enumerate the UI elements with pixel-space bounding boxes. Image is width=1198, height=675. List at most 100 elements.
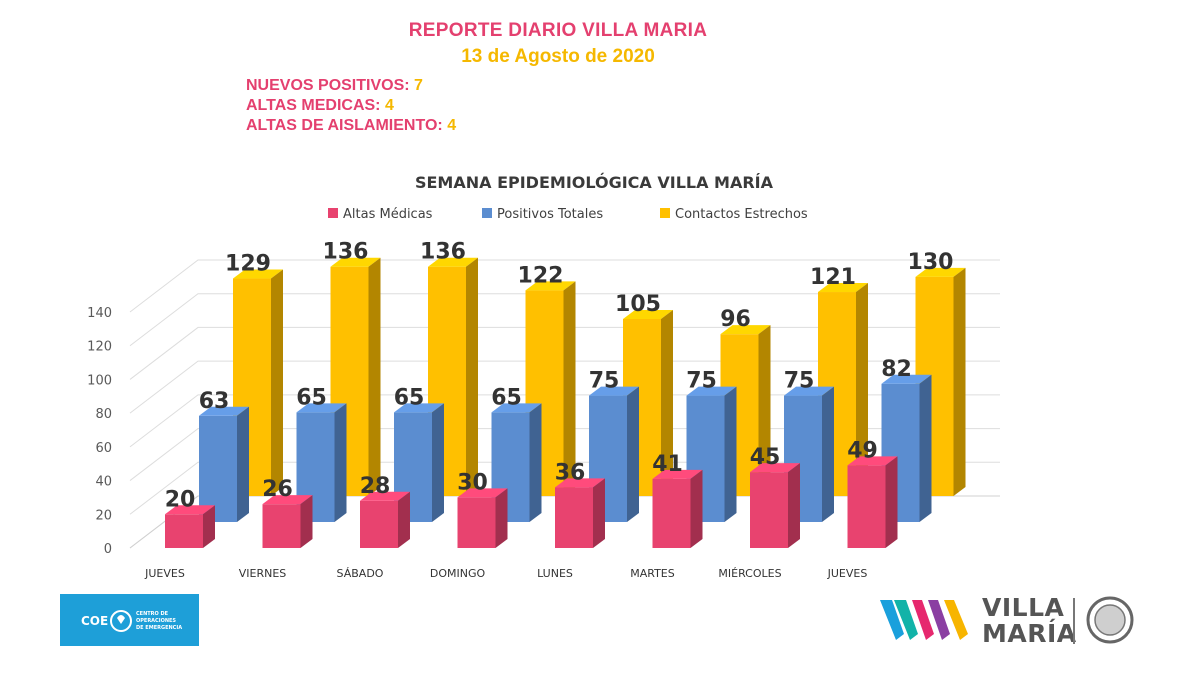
- bar-value-label: 82: [881, 357, 912, 382]
- gridline: [129, 259, 1000, 313]
- stat-altas-medicas: ALTAS MEDICAS: 4: [246, 96, 456, 116]
- x-tick-label: DOMINGO: [430, 567, 486, 580]
- bar-value-label: 30: [457, 470, 488, 495]
- coe-map-icon: [117, 615, 125, 624]
- bar-top: [915, 267, 966, 277]
- stat-label: NUEVOS POSITIVOS:: [246, 77, 410, 94]
- vm-stripe-icon: [928, 600, 950, 640]
- bar-top: [428, 257, 478, 267]
- bar-value-label: 45: [750, 445, 781, 470]
- bar-value-label: 20: [165, 487, 196, 512]
- bar-value-label: 65: [296, 385, 327, 410]
- bar-side: [495, 488, 508, 548]
- bar-value-label: 75: [686, 369, 717, 394]
- bar-side: [724, 386, 737, 522]
- bar-side: [529, 403, 542, 522]
- bar-value-label: 105: [615, 292, 661, 317]
- bar-side: [334, 403, 347, 522]
- bar-front: [750, 472, 788, 548]
- bar-front: [847, 465, 886, 548]
- legend-label: Contactos Estrechos: [675, 207, 808, 222]
- bar-top: [652, 469, 703, 479]
- bar-value-label: 65: [491, 385, 522, 410]
- bar-side: [758, 325, 771, 496]
- x-tick-label: JUEVES: [827, 567, 868, 580]
- bar-value-label: 75: [784, 369, 815, 394]
- bar-side: [593, 478, 605, 548]
- bar-top: [165, 505, 215, 515]
- bar-value-label: 136: [420, 240, 466, 265]
- y-tick-label: 80: [95, 407, 112, 422]
- bar-top: [686, 386, 737, 396]
- bar-value-label: 130: [908, 250, 954, 275]
- legend-swatch: [482, 208, 492, 218]
- bar-value-label: 122: [518, 263, 564, 288]
- bar-top: [457, 488, 508, 498]
- coe-abbr: COE: [81, 614, 108, 628]
- bar-side: [300, 495, 313, 548]
- bar-value-label: 49: [847, 438, 878, 463]
- bar-value-label: 63: [199, 389, 230, 414]
- bar-top: [360, 491, 410, 501]
- stat-nuevos-positivos: NUEVOS POSITIVOS: 7: [246, 76, 456, 96]
- bar-side: [466, 257, 478, 496]
- bar-top: [881, 374, 932, 384]
- coe-name-line: CENTRO DE: [136, 611, 169, 617]
- bar-front: [262, 504, 301, 548]
- bar-value-label: 36: [555, 460, 586, 485]
- coe-logo-background: [60, 594, 199, 646]
- bar-top: [525, 281, 576, 291]
- stat-label: ALTAS MEDICAS:: [246, 97, 381, 114]
- bar-value-label: 28: [360, 474, 391, 499]
- y-tick-label: 60: [95, 441, 112, 456]
- coe-name-line: DE EMERGENCIA: [136, 625, 182, 631]
- bar-top: [750, 463, 800, 473]
- bar-value-label: 41: [652, 452, 683, 477]
- vm-stripe-icon: [912, 600, 934, 640]
- bar-side: [690, 469, 703, 548]
- vm-stripe-icon: [880, 600, 904, 640]
- bar-top: [394, 403, 444, 413]
- gridline: [129, 293, 1000, 347]
- report-date: 13 de Agosto de 2020: [461, 46, 655, 67]
- legend-label: Altas Médicas: [343, 207, 433, 222]
- bar-side: [203, 505, 215, 548]
- bar-top: [233, 269, 283, 279]
- y-tick-label: 100: [87, 373, 112, 388]
- legend-swatch: [660, 208, 670, 218]
- bar-top: [296, 403, 347, 413]
- bar-top: [330, 257, 381, 267]
- stat-altas-aislamiento: ALTAS DE AISLAMIENTO: 4: [246, 116, 456, 136]
- vm-stripe-icon: [894, 600, 918, 640]
- y-tick-label: 140: [87, 306, 112, 321]
- stat-label: ALTAS DE AISLAMIENTO:: [246, 117, 443, 134]
- y-tick-label: 120: [87, 340, 112, 355]
- y-tick-label: 40: [95, 475, 112, 490]
- bar-value-label: 96: [720, 307, 751, 332]
- bar-top: [784, 386, 834, 396]
- bar-front: [199, 415, 237, 522]
- bar-side: [885, 456, 898, 548]
- bar-value-label: 65: [394, 385, 425, 410]
- bar-top: [818, 283, 868, 293]
- bar-top: [589, 386, 639, 396]
- bar-front: [652, 478, 691, 548]
- bar-top: [720, 325, 771, 335]
- bar-top: [847, 456, 898, 466]
- stat-value: 4: [384, 97, 394, 114]
- bar-side: [432, 403, 444, 522]
- stat-value: 7: [414, 77, 423, 94]
- stats-block: NUEVOS POSITIVOS: 7 ALTAS MEDICAS: 4 ALT…: [246, 76, 456, 136]
- chart-title: SEMANA EPIDEMIOLÓGICA VILLA MARÍA: [415, 173, 774, 192]
- x-tick-label: MARTES: [630, 567, 675, 580]
- x-tick-label: SÁBADO: [337, 567, 384, 580]
- legend-swatch: [328, 208, 338, 218]
- x-tick-label: LUNES: [537, 567, 573, 580]
- bar-top: [623, 310, 673, 319]
- bar-top: [199, 406, 249, 416]
- bar-top: [555, 478, 605, 488]
- bar-side: [788, 463, 800, 548]
- bar-side: [627, 386, 639, 522]
- bar-side: [661, 310, 673, 496]
- stat-value: 4: [447, 117, 457, 134]
